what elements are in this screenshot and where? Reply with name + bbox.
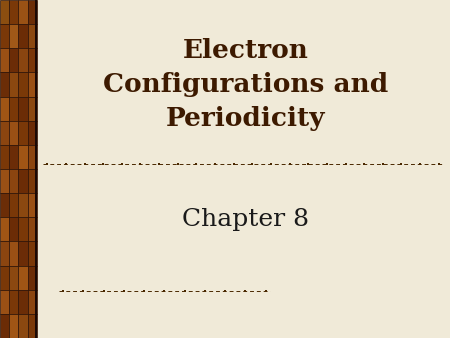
Bar — [18, 241, 27, 266]
Bar — [18, 97, 27, 121]
Bar — [0, 241, 9, 266]
Bar — [28, 97, 37, 121]
Bar — [0, 48, 9, 72]
Bar — [18, 193, 27, 217]
Bar — [28, 290, 37, 314]
Bar — [28, 266, 37, 290]
Bar — [0, 266, 9, 290]
Bar — [9, 314, 18, 338]
Text: Electron
Configurations and
Periodicity: Electron Configurations and Periodicity — [103, 38, 388, 131]
Bar — [9, 72, 18, 97]
Bar — [28, 145, 37, 169]
Bar — [0, 193, 9, 217]
Bar — [28, 121, 37, 145]
Bar — [9, 121, 18, 145]
Bar — [0, 0, 9, 24]
Bar — [35, 0, 37, 338]
Bar — [28, 24, 37, 48]
Bar — [0, 217, 9, 241]
Bar — [18, 48, 27, 72]
Bar — [9, 169, 18, 193]
Bar — [9, 97, 18, 121]
Bar — [18, 169, 27, 193]
Bar — [9, 48, 18, 72]
Bar — [18, 290, 27, 314]
Bar — [9, 145, 18, 169]
Bar — [0, 169, 9, 193]
Bar — [0, 290, 9, 314]
Bar — [28, 48, 37, 72]
Bar — [18, 217, 27, 241]
Bar — [18, 72, 27, 97]
Bar — [28, 193, 37, 217]
Bar — [18, 266, 27, 290]
Text: Chapter 8: Chapter 8 — [182, 208, 309, 231]
Bar — [18, 145, 27, 169]
Bar — [9, 217, 18, 241]
Bar — [9, 266, 18, 290]
Bar — [28, 241, 37, 266]
Bar — [0, 314, 9, 338]
Bar — [28, 169, 37, 193]
Bar — [0, 72, 9, 97]
Bar — [9, 24, 18, 48]
Bar — [9, 290, 18, 314]
Bar — [9, 0, 18, 24]
Bar — [0, 121, 9, 145]
Bar — [18, 121, 27, 145]
Bar — [9, 241, 18, 266]
Bar — [18, 0, 27, 24]
Bar — [0, 145, 9, 169]
Bar — [18, 314, 27, 338]
Bar — [28, 0, 37, 24]
Bar — [18, 24, 27, 48]
Bar — [0, 97, 9, 121]
Bar — [9, 193, 18, 217]
Bar — [28, 314, 37, 338]
Bar — [28, 72, 37, 97]
Bar — [0, 24, 9, 48]
Bar — [28, 217, 37, 241]
